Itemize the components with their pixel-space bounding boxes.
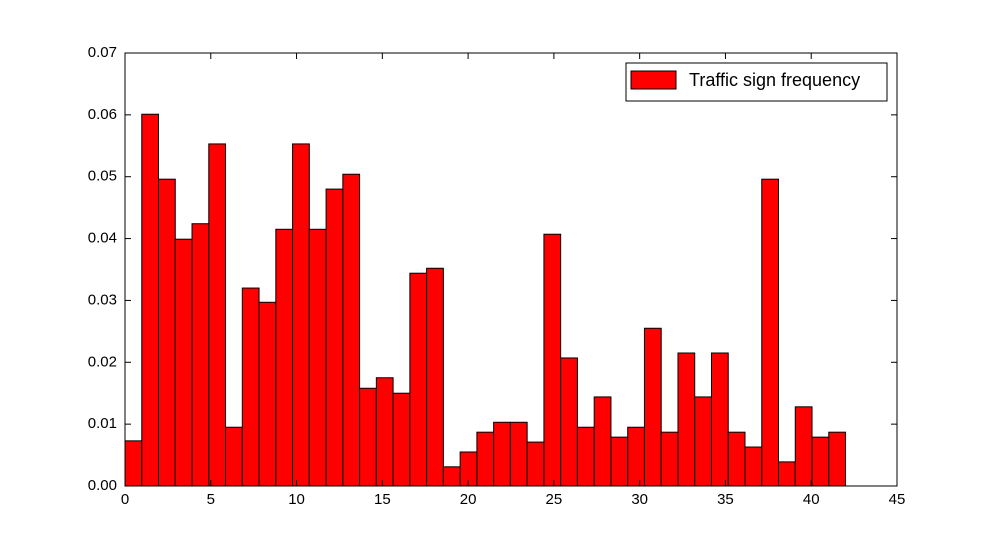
bar (509, 421, 528, 487)
bar (593, 396, 612, 487)
legend: Traffic sign frequency (625, 62, 888, 102)
bar (258, 301, 277, 487)
bar (543, 233, 562, 487)
bar (476, 431, 495, 487)
x-tick-label: 35 (717, 491, 734, 508)
legend-text: Traffic sign frequency (689, 70, 860, 90)
bar (744, 446, 763, 487)
y-tick-label: 0.00 (88, 477, 117, 494)
bar (610, 436, 629, 487)
bar (292, 143, 310, 487)
bar (208, 143, 227, 487)
bar (493, 421, 511, 487)
bar (375, 377, 394, 487)
bar (342, 173, 361, 487)
bar (225, 426, 243, 487)
y-tick-label: 0.01 (88, 415, 117, 432)
bar (275, 228, 294, 487)
bar (778, 461, 796, 487)
bar (727, 431, 746, 487)
y-tick-label: 0.05 (88, 168, 117, 185)
y-tick-label: 0.03 (88, 291, 117, 308)
x-tick-label: 10 (288, 491, 305, 508)
bar (158, 178, 176, 487)
bar (794, 406, 813, 487)
plot-frame (124, 52, 898, 487)
bar (442, 466, 461, 487)
bar (359, 387, 377, 487)
bar (141, 113, 160, 487)
bar (526, 441, 545, 487)
bar (174, 238, 193, 487)
bar (426, 267, 444, 487)
bar (325, 188, 344, 487)
x-tick-label: 20 (460, 491, 477, 508)
bar (811, 436, 830, 487)
bar (627, 426, 645, 487)
x-tick-label: 45 (889, 491, 906, 508)
y-tick-label: 0.07 (88, 44, 117, 61)
y-tick-label: 0.02 (88, 353, 117, 370)
bar (308, 228, 327, 487)
bar (643, 327, 662, 487)
x-tick-label: 5 (207, 491, 215, 508)
bar (409, 272, 428, 487)
x-tick-label: 30 (631, 491, 648, 508)
bar (677, 352, 696, 487)
y-tick-label: 0.04 (88, 230, 117, 247)
bar (710, 352, 729, 487)
bar (576, 426, 595, 487)
bar (191, 223, 210, 487)
x-tick-label: 25 (546, 491, 563, 508)
bar (124, 440, 143, 487)
bar (560, 357, 578, 487)
x-tick-label: 15 (374, 491, 391, 508)
y-tick-label: 0.06 (88, 106, 117, 123)
legend-swatch (630, 70, 677, 90)
bar (828, 431, 847, 487)
x-tick-label: 0 (121, 491, 129, 508)
bar (241, 287, 260, 487)
bar (660, 431, 679, 487)
bar (392, 392, 411, 487)
bar (694, 396, 712, 487)
bar (761, 178, 780, 487)
x-tick-label: 40 (803, 491, 820, 508)
